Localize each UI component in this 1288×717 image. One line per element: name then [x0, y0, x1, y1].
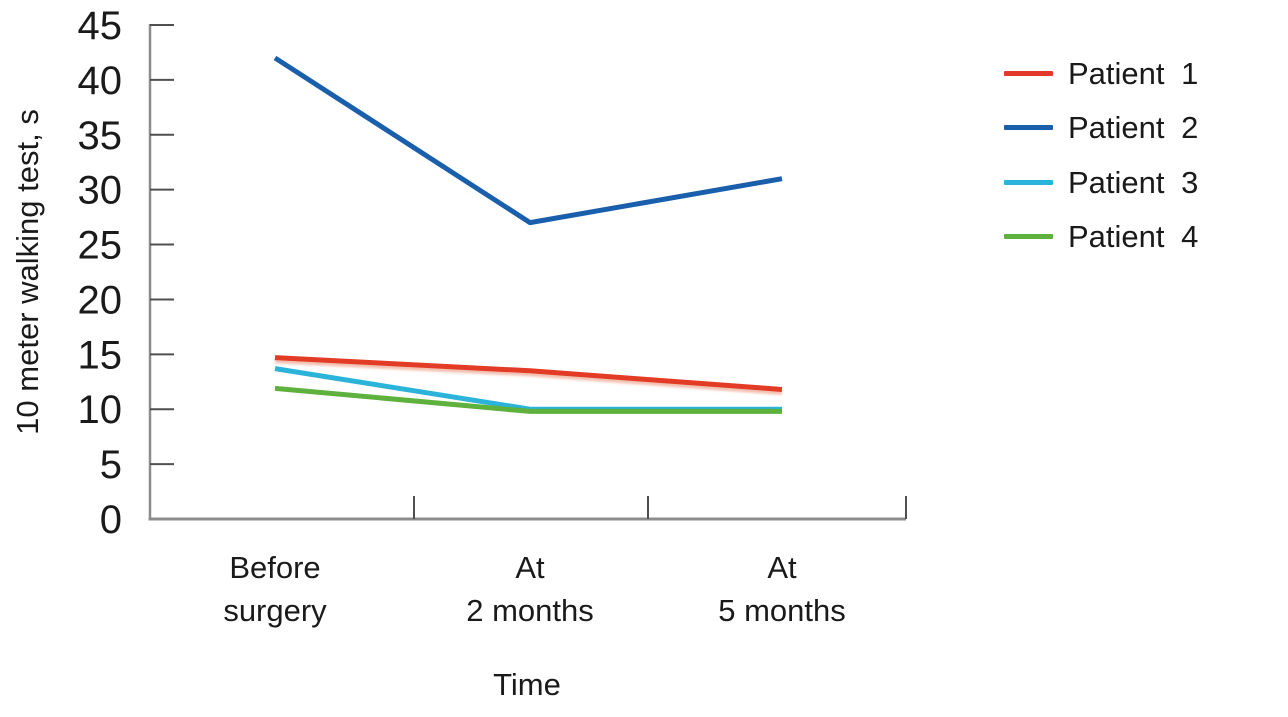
- legend-item: Patient 3: [1004, 155, 1198, 210]
- y-tick-label: 30: [78, 169, 123, 213]
- axes: [148, 24, 907, 521]
- y-tick-label: 0: [100, 498, 122, 542]
- y-tick-label: 20: [78, 278, 123, 322]
- data-series: [273, 55, 783, 414]
- legend-line-swatch: [1004, 70, 1053, 76]
- y-tick-label: 35: [78, 114, 123, 158]
- x-category-label: Before: [229, 550, 320, 585]
- y-axis-title: 10 meter walking test, s: [10, 109, 45, 435]
- x-category-label: At: [515, 550, 545, 585]
- legend-line-swatch: [1004, 179, 1053, 185]
- y-tick-label: 45: [78, 4, 123, 48]
- y-tick-label: 15: [78, 333, 123, 377]
- legend-label: Patient 2: [1068, 110, 1199, 146]
- legend-item: Patient 4: [1004, 210, 1198, 265]
- chart-legend: Patient 1 Patient 2 Patient 3 Patient 4: [1004, 46, 1198, 264]
- legend-label: Patient 4: [1068, 219, 1199, 255]
- legend-line-swatch: [1004, 125, 1053, 131]
- y-tick-label: 10: [78, 388, 123, 432]
- legend-item: Patient 2: [1004, 101, 1198, 156]
- series-line-patient-1: [274, 355, 783, 392]
- y-tick-label: 25: [78, 224, 123, 268]
- x-category-label: 2 months: [466, 593, 594, 628]
- y-tick-label: 40: [78, 59, 123, 103]
- legend-item: Patient 1: [1004, 46, 1198, 101]
- x-category-label: At: [767, 550, 797, 585]
- x-axis-title: Time: [493, 667, 561, 702]
- legend-label: Patient 1: [1068, 55, 1199, 91]
- series-line-patient-4: [274, 385, 782, 414]
- legend-line-swatch: [1004, 234, 1053, 240]
- x-category-label: surgery: [223, 593, 327, 628]
- series-line-patient-2: [273, 55, 783, 226]
- y-tick-label: 5: [100, 443, 122, 487]
- axis-tick-labels: 0 5 10 15 20 25 30 35 40 45 Before surgery At 2 month…: [78, 4, 846, 628]
- x-category-label: 5 months: [718, 593, 846, 628]
- legend-label: Patient 3: [1068, 164, 1199, 200]
- series-line-patient-3: [274, 366, 782, 412]
